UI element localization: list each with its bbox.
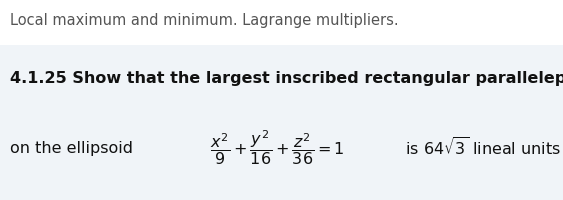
- FancyBboxPatch shape: [0, 45, 563, 200]
- Text: $\dfrac{x^2}{9} + \dfrac{y^2}{16} + \dfrac{z^2}{36} = 1$: $\dfrac{x^2}{9} + \dfrac{y^2}{16} + \dfr…: [210, 129, 345, 167]
- Text: Local maximum and minimum. Lagrange multipliers.: Local maximum and minimum. Lagrange mult…: [10, 12, 399, 27]
- Text: is $64\sqrt{3}$ lineal units: is $64\sqrt{3}$ lineal units: [390, 137, 561, 159]
- Text: on the ellipsoid: on the ellipsoid: [10, 140, 133, 156]
- Text: 4.1.25 Show that the largest inscribed rectangular parallelepiped: 4.1.25 Show that the largest inscribed r…: [10, 71, 563, 86]
